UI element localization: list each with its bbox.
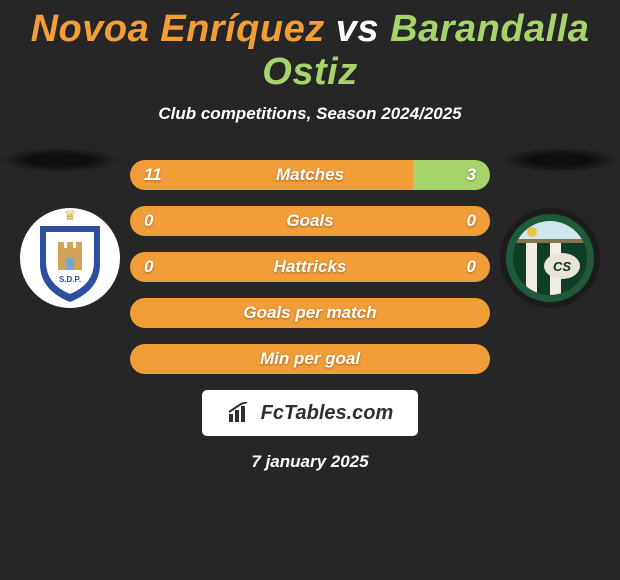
stat-value-left: 11 bbox=[144, 165, 162, 185]
stat-label: Goals bbox=[286, 211, 333, 231]
club-badge-left: ♛ S.D.P. bbox=[20, 208, 120, 308]
stat-bar-right bbox=[413, 160, 490, 190]
stat-row: Goals per match bbox=[130, 298, 490, 328]
svg-text:♛: ♛ bbox=[64, 210, 77, 223]
stat-rows: 11 3 Matches 0 0 Goals 0 0 Hattricks Goals per ma… bbox=[130, 148, 490, 374]
shadow-right bbox=[504, 148, 616, 172]
svg-text:CS: CS bbox=[553, 259, 571, 274]
stat-row: 0 0 Goals bbox=[130, 206, 490, 236]
brand-badge: FcTables.com bbox=[202, 390, 418, 436]
stat-value-left: 0 bbox=[144, 257, 153, 277]
date-text: 7 january 2025 bbox=[0, 452, 620, 472]
stat-label: Matches bbox=[276, 165, 344, 185]
shadow-left bbox=[4, 148, 116, 172]
player1-name: Novoa Enríquez bbox=[31, 8, 325, 50]
stat-row: 0 0 Hattricks bbox=[130, 252, 490, 282]
vs-text: vs bbox=[336, 8, 379, 50]
club-left-icon: ♛ S.D.P. bbox=[28, 210, 112, 306]
stat-label: Goals per match bbox=[243, 303, 376, 323]
brand-chart-icon bbox=[227, 402, 253, 424]
stat-value-left: 0 bbox=[144, 211, 153, 231]
stat-row: Min per goal bbox=[130, 344, 490, 374]
stat-label: Min per goal bbox=[260, 349, 360, 369]
stat-value-right: 0 bbox=[467, 211, 476, 231]
stat-row: 11 3 Matches bbox=[130, 160, 490, 190]
stat-value-right: 0 bbox=[467, 257, 476, 277]
club-right-icon: CS bbox=[504, 212, 596, 304]
svg-text:S.D.P.: S.D.P. bbox=[59, 275, 81, 284]
subtitle: Club competitions, Season 2024/2025 bbox=[0, 104, 620, 124]
stats-arena: ♛ S.D.P. bbox=[0, 148, 620, 374]
club-badge-right: CS bbox=[500, 208, 600, 308]
stat-value-right: 3 bbox=[467, 165, 476, 185]
comparison-title: Novoa Enríquez vs Barandalla Ostiz bbox=[0, 0, 620, 94]
brand-text: FcTables.com bbox=[261, 402, 394, 425]
stat-label: Hattricks bbox=[274, 257, 347, 277]
stat-bar-left bbox=[130, 160, 413, 190]
